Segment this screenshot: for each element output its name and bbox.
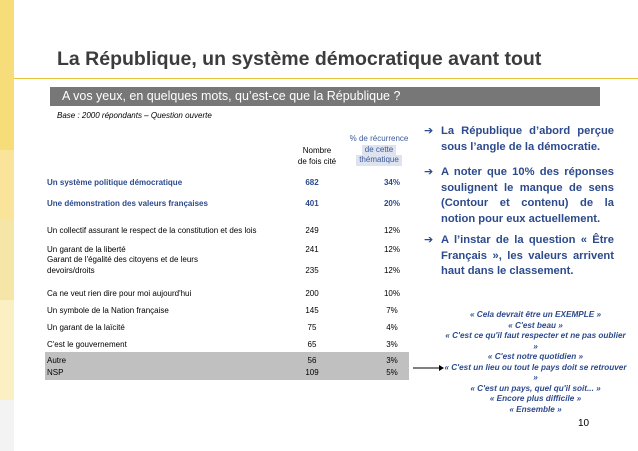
table-row: Un collectif assurant le respect de la c… xyxy=(47,226,400,235)
question-banner: A vos yeux, en quelques mots, qu’est-ce … xyxy=(50,87,600,106)
quote: « Encore plus difficile » xyxy=(489,394,582,403)
page-number: 10 xyxy=(578,418,590,429)
table-row: Un symbole de la Nation française 145 7% xyxy=(47,306,398,315)
arrow-bullet-icon: ➔ xyxy=(424,166,434,178)
bullet-item: ➔ La République d’abord perçue sous l’an… xyxy=(424,125,614,153)
quote: « C'est un lieu ou tout le pays doit se … xyxy=(444,362,627,383)
table-row: Garant de l'égalité des citoyens et de l… xyxy=(47,255,400,275)
other-rows-highlight xyxy=(45,352,409,380)
decorative-sidebar xyxy=(0,0,14,451)
table-row: Un garant de la liberté 241 12% xyxy=(47,245,400,254)
quote: « C'est notre quotidien » xyxy=(487,352,584,361)
percent-column-header: % de récurrence de cette thématique xyxy=(349,134,409,166)
quote: « C'est ce qu'il faut respecter et ne pa… xyxy=(445,331,626,351)
respondent-quotes: « Cela devrait être un EXEMPLE » « C'est… xyxy=(443,310,628,415)
count-column-header: Nombre de fois cité xyxy=(297,146,337,166)
arrow-right-icon xyxy=(413,365,444,371)
quote: « Cela devrait être un EXEMPLE » xyxy=(469,310,602,319)
table-row: Un système politique démocratique 682 34… xyxy=(47,178,400,187)
table-row: C'est le gouvernement 65 3% xyxy=(47,340,398,349)
bullet-item: ➔ A l’instar de la question « Être Franç… xyxy=(424,234,614,277)
quote: « Ensemble » xyxy=(509,404,562,414)
table-row: Un garant de la laïcité 75 4% xyxy=(47,323,398,332)
slide-title: La République, un système démocratique a… xyxy=(57,48,542,70)
quote: « C'est beau » xyxy=(508,320,563,330)
title-divider xyxy=(14,78,638,79)
table-row: Ca ne veut rien dire pour moi aujourd'hu… xyxy=(47,289,400,298)
base-note: Base : 2000 répondants – Question ouvert… xyxy=(57,111,212,120)
arrow-bullet-icon: ➔ xyxy=(424,125,434,137)
table-row: NSP 109 5% xyxy=(47,368,398,377)
quote: « C'est un pays, quel qu'il soit... » xyxy=(470,383,601,393)
table-row: Autre 56 3% xyxy=(47,356,398,365)
arrow-bullet-icon: ➔ xyxy=(424,234,434,246)
bullet-item: ➔ A noter que 10% des réponses soulignen… xyxy=(424,166,614,225)
question-text: A vos yeux, en quelques mots, qu’est-ce … xyxy=(62,89,401,103)
table-row: Une démonstration des valeurs françaises… xyxy=(47,199,400,208)
